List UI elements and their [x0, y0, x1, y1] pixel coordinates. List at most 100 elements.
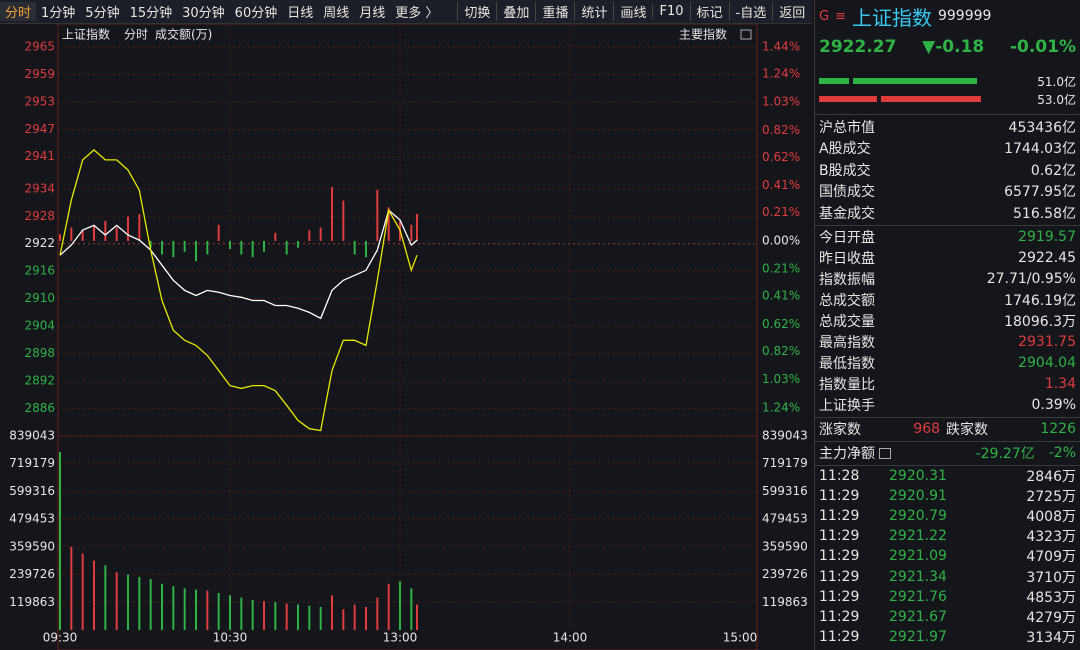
stats-group: 今日开盘 2919.57 昨日收盘 2922.45 指数振幅 27.71/0.95% 总成交… [815, 224, 1080, 417]
trade-time: 11:29 [819, 487, 860, 504]
tool-button[interactable]: 画线 [613, 2, 652, 21]
tool-button[interactable]: 重播 [535, 2, 574, 21]
quote-price-row: 2922.27 ▼-0.18 -0.01% [815, 32, 1080, 62]
flow-label: 51.0亿 [1037, 74, 1076, 89]
main-flow-row: 主力净额 -29.27亿 -2% [815, 440, 1080, 465]
stat-row: B股成交 0.62亿 [815, 159, 1080, 181]
advancers-label: 涨家数 [819, 422, 861, 438]
x-tick-label: 15:00 [723, 631, 758, 645]
stat-row: 今日开盘 2919.57 [815, 227, 1080, 248]
main-flow-icon[interactable] [879, 447, 891, 459]
stat-label: 上证换手 [819, 398, 875, 414]
volume-bar [387, 583, 390, 630]
y-tick-label: 2934 [24, 181, 55, 195]
period-tab[interactable]: 日线 [287, 6, 314, 21]
strength-bar [387, 207, 390, 241]
volume-tick-label-right: 839043 [762, 429, 808, 443]
flow-bar-segment [819, 78, 849, 84]
y2-tick-label: 0.62% [762, 317, 800, 331]
strength-bar [161, 240, 163, 255]
y2-tick-label: 1.03% [762, 372, 800, 386]
main-flow-amount: -29.27亿 [975, 446, 1035, 462]
trade-time: 11:29 [819, 568, 860, 585]
stat-value: 2904.04 [1018, 355, 1076, 371]
trade-volume: 2725万 [1026, 488, 1076, 505]
tool-button[interactable]: 返回 [772, 2, 811, 21]
strength-bar [342, 200, 345, 241]
flow-row: 51.0亿 [815, 72, 1080, 90]
stat-value: 2922.45 [1018, 250, 1076, 266]
trade-volume: 2846万 [1026, 468, 1076, 485]
stat-label: 最高指数 [819, 335, 875, 351]
volume-bar [115, 572, 118, 630]
trade-price: 2920.79 [889, 507, 947, 524]
switch-icon [740, 29, 752, 40]
strength-bar [353, 240, 356, 255]
spacer [815, 62, 1080, 72]
flow-bar-segment [881, 96, 981, 102]
volume-bar [410, 588, 413, 630]
y2-tick-label: 1.03% [762, 95, 800, 109]
y-tick-label: 2910 [24, 291, 55, 305]
strength-bar [172, 240, 175, 258]
x-tick-label: 09:30 [43, 631, 78, 645]
stat-label: 国债成交 [819, 184, 875, 201]
tool-button[interactable]: 标记 [689, 2, 729, 21]
tool-button[interactable]: -自选 [728, 2, 773, 21]
chart-unit: 成交额(万) [155, 27, 212, 42]
period-tab[interactable]: 更多 〉 [395, 6, 439, 21]
stat-value: 0.39% [1031, 397, 1076, 413]
tool-button[interactable]: F10 [652, 4, 689, 19]
last-price: 2922.27 [819, 37, 897, 57]
period-tab[interactable]: 月线 [359, 6, 386, 21]
y-tick-label: 2965 [24, 39, 55, 53]
period-tab[interactable]: 周线 [323, 6, 350, 21]
stat-label: 总成交量 [819, 314, 875, 330]
period-tab[interactable]: 1分钟 [41, 6, 76, 21]
strength-bar [104, 220, 107, 241]
price-line [59, 209, 418, 320]
trade-price: 2921.97 [889, 629, 947, 646]
volume-bar [342, 609, 345, 630]
stat-row: 总成交量 18096.3万 [815, 311, 1080, 332]
index-switch: 主要指数 [679, 27, 727, 42]
volume-bar [206, 590, 209, 630]
tool-button[interactable]: 统计 [574, 2, 613, 21]
volume-bar [263, 601, 265, 630]
stat-value: 2931.75 [1018, 334, 1076, 350]
volume-bar [416, 604, 418, 630]
trade-volume: 4323万 [1026, 529, 1076, 546]
volume-bar [376, 597, 379, 630]
trade-volume: 4709万 [1026, 549, 1076, 566]
stat-label: 指数量比 [819, 377, 875, 393]
stat-label: 总成交额 [819, 293, 875, 309]
y-tick-label: 2892 [24, 374, 55, 388]
trade-price: 2920.31 [889, 467, 947, 484]
period-tab[interactable]: 5分钟 [85, 6, 120, 21]
chart-period: 分时 [124, 28, 148, 42]
stat-value: 516.58亿 [1013, 205, 1076, 222]
period-tab[interactable]: 60分钟 [234, 6, 278, 21]
strength-bar [81, 230, 84, 241]
period-tab[interactable]: 30分钟 [182, 6, 225, 21]
volume-tick-label: 239726 [9, 567, 55, 581]
y-tick-label: 2947 [24, 122, 55, 136]
period-tab[interactable]: 分时 [0, 2, 37, 21]
tool-button[interactable]: 叠加 [496, 2, 535, 21]
strength-bar [206, 240, 209, 255]
stat-value: 1.34 [1044, 376, 1076, 392]
volume-bar [81, 553, 84, 630]
stat-value: 0.62亿 [1030, 162, 1076, 179]
tool-button[interactable]: 切换 [457, 2, 496, 21]
volume-bar [183, 588, 186, 630]
period-tab[interactable]: 15分钟 [129, 6, 173, 21]
trade-time: 11:29 [819, 608, 860, 625]
menu-icon[interactable]: ≡ [835, 8, 846, 24]
volume-bar [331, 595, 333, 630]
volume-bar [353, 604, 356, 630]
strength-bar [240, 240, 243, 255]
stat-row: 指数振幅 27.71/0.95% [815, 269, 1080, 290]
strength-bar [195, 240, 197, 262]
y-tick-label: 2922 [24, 236, 55, 250]
y-tick-label: 2886 [24, 401, 55, 415]
